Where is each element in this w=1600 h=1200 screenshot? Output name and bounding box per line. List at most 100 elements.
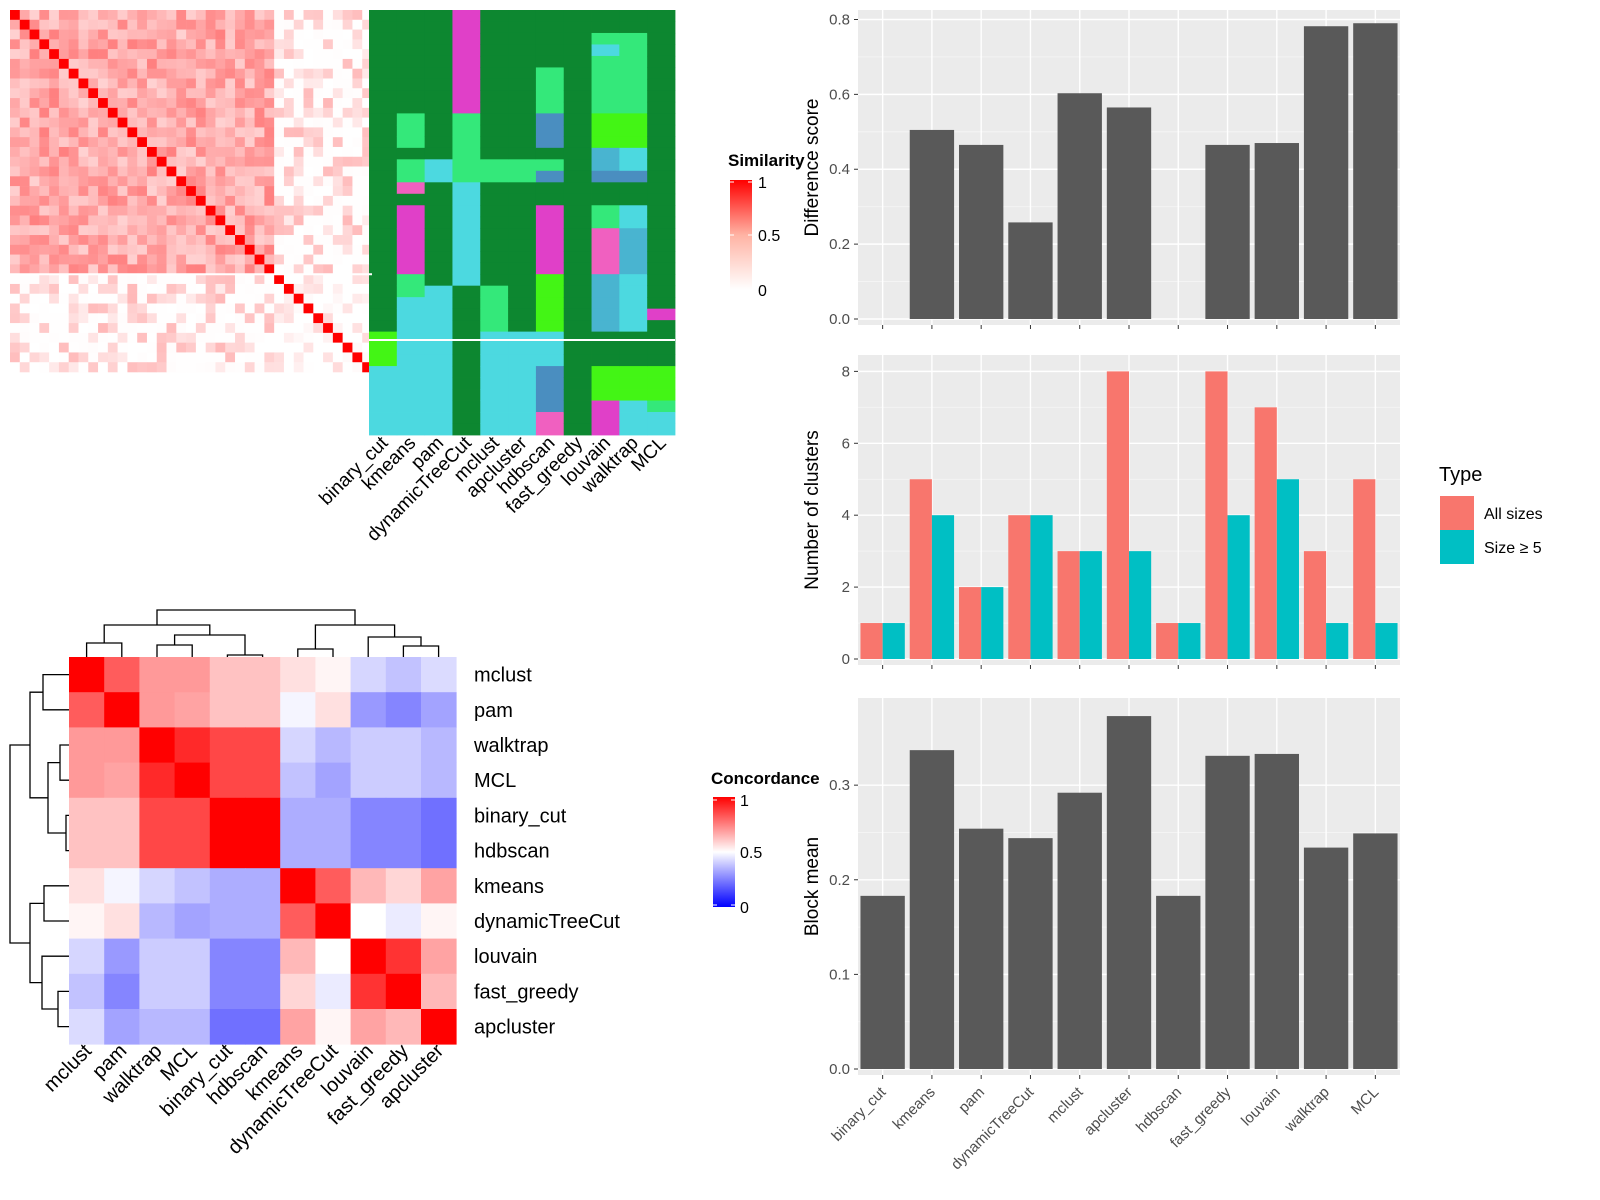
- cluster-cell: [591, 377, 620, 390]
- cluster-cell: [563, 170, 592, 183]
- cluster-cell: [508, 44, 537, 57]
- similarity-cell: [215, 313, 226, 324]
- similarity-cell: [303, 362, 314, 373]
- similarity-cell: [274, 68, 285, 79]
- cluster-cell: [396, 147, 426, 160]
- y-tick-label: 2: [842, 579, 850, 596]
- similarity-cell: [205, 205, 216, 216]
- concordance-cell: [421, 868, 457, 904]
- legend-swatch-all-sizes: [1440, 496, 1474, 530]
- similarity-cell: [137, 215, 148, 226]
- similarity-cell: [362, 98, 373, 109]
- y-tick-label: 0.2: [829, 872, 850, 889]
- cluster-cell: [369, 124, 398, 137]
- concordance-cell: [245, 938, 281, 975]
- similarity-cell: [117, 137, 128, 148]
- cluster-cell: [508, 136, 537, 149]
- similarity-cell: [137, 146, 148, 158]
- cluster-cell: [591, 412, 620, 424]
- similarity-cell: [342, 68, 353, 79]
- cluster-cell: [424, 21, 453, 34]
- similarity-cell: [68, 274, 79, 285]
- similarity-cell: [303, 332, 314, 343]
- cluster-cell: [535, 10, 565, 22]
- cluster-cell: [480, 343, 509, 355]
- similarity-cell: [78, 195, 89, 206]
- cluster-cell: [424, 400, 453, 413]
- similarity-cell: [254, 19, 265, 30]
- similarity-cell: [39, 323, 50, 334]
- similarity-cell: [156, 244, 167, 255]
- similarity-cell: [303, 235, 314, 246]
- similarity-cell: [186, 352, 197, 363]
- similarity-cell: [362, 293, 373, 304]
- similarity-cell: [156, 264, 167, 275]
- similarity-cell: [342, 146, 353, 158]
- similarity-cell: [254, 10, 265, 21]
- similarity-cell: [254, 107, 265, 118]
- bar-apcluster-size5: [1129, 551, 1152, 659]
- similarity-cell: [215, 29, 226, 40]
- similarity-cell: [352, 205, 363, 216]
- concordance-cell: [421, 692, 457, 728]
- cluster-cell: [563, 101, 592, 114]
- similarity-cell: [29, 303, 40, 314]
- similarity-cell: [146, 176, 158, 187]
- similarity-cell: [137, 303, 148, 314]
- similarity-cell: [205, 176, 216, 187]
- bar-apcluster-all-sizes: [1106, 371, 1129, 659]
- similarity-cell: [88, 68, 99, 79]
- cluster-cell: [591, 170, 620, 183]
- similarity-cell: [39, 235, 50, 246]
- similarity-cell: [19, 362, 30, 373]
- similarity-cell: [235, 293, 246, 304]
- bar-mclust: [1057, 792, 1102, 1069]
- similarity-cell: [332, 68, 343, 79]
- concordance-column-labels: mclustpamwalktrapMCLbinary_cuthdbscankme…: [40, 1040, 449, 1159]
- similarity-cell: [176, 342, 187, 353]
- similarity-cell: [313, 362, 324, 373]
- similarity-cell: [146, 342, 158, 353]
- cluster-cell: [424, 228, 453, 241]
- similarity-cell: [283, 117, 295, 128]
- similarity-cell: [98, 205, 109, 216]
- similarity-cell: [205, 19, 216, 30]
- similarity-cell: [323, 156, 334, 167]
- similarity-cell: [244, 88, 255, 99]
- bar-louvain: [1254, 753, 1299, 1069]
- similarity-cell: [205, 186, 216, 197]
- similarity-cell: [352, 176, 363, 187]
- similarity-cell: [215, 342, 226, 353]
- similarity-cell: [313, 195, 324, 206]
- similarity-cell: [362, 166, 373, 177]
- similarity-cell: [49, 313, 60, 324]
- concordance-cell: [139, 973, 175, 1010]
- similarity-cell: [215, 10, 226, 21]
- similarity-cell: [195, 78, 206, 89]
- cluster-cell: [647, 193, 676, 206]
- similarity-cell: [107, 215, 118, 226]
- similarity-cell: [68, 205, 79, 216]
- concordance-cell: [350, 657, 387, 693]
- similarity-cell: [137, 274, 148, 285]
- cluster-cell: [535, 78, 565, 91]
- dendrogram-link: [29, 691, 48, 799]
- similarity-cell: [195, 68, 206, 79]
- cluster-cell: [535, 205, 565, 218]
- similarity-cell: [264, 127, 275, 138]
- similarity-cell: [303, 88, 314, 99]
- similarity-cell: [264, 49, 275, 60]
- concordance-cell: [315, 938, 351, 975]
- similarity-cell: [19, 176, 30, 187]
- row-label-pam: pam: [474, 700, 513, 722]
- similarity-cell: [225, 244, 236, 255]
- similarity-cell: [68, 303, 79, 314]
- similarity-cell: [39, 10, 50, 21]
- cluster-cell: [619, 228, 648, 241]
- similarity-cell: [244, 10, 255, 21]
- similarity-cell: [58, 274, 69, 285]
- cluster-cell: [508, 239, 537, 252]
- similarity-cell: [68, 352, 79, 363]
- cluster-cell: [480, 78, 509, 91]
- similarity-cell: [127, 146, 138, 158]
